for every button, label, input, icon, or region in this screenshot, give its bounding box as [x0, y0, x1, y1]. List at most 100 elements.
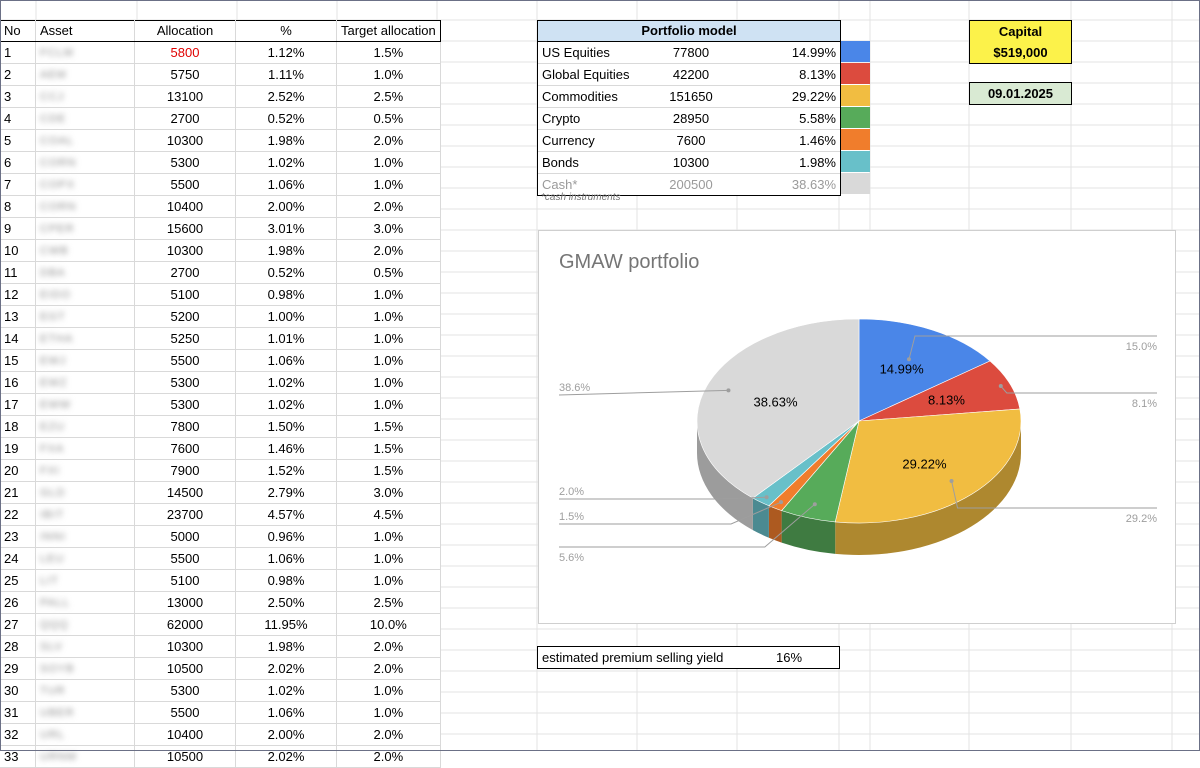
asset-allocation[interactable]: 5250 — [134, 327, 236, 350]
asset-no[interactable]: 5 — [0, 129, 36, 152]
asset-no[interactable]: 21 — [0, 481, 36, 504]
header-no[interactable]: No — [0, 20, 36, 42]
asset-no[interactable]: 29 — [0, 657, 36, 680]
asset-target[interactable]: 2.5% — [336, 85, 441, 108]
asset-no[interactable]: 30 — [0, 679, 36, 702]
yield-label[interactable]: estimated premium selling yield — [542, 650, 724, 665]
asset-allocation[interactable]: 15600 — [134, 217, 236, 240]
asset-percent[interactable]: 1.98% — [235, 129, 337, 152]
asset-name[interactable]: GLD — [35, 481, 135, 504]
asset-no[interactable]: 2 — [0, 63, 36, 86]
asset-no[interactable]: 7 — [0, 173, 36, 196]
asset-target[interactable]: 10.0% — [336, 613, 441, 636]
asset-no[interactable]: 8 — [0, 195, 36, 218]
date-cell[interactable]: 09.01.2025 — [969, 82, 1072, 105]
portfolio-amount[interactable]: 200500 — [669, 177, 713, 192]
asset-name[interactable]: FXI — [35, 459, 135, 482]
asset-target[interactable]: 1.5% — [336, 415, 441, 438]
category-color-swatch[interactable] — [841, 173, 870, 194]
asset-no[interactable]: 22 — [0, 503, 36, 526]
asset-percent[interactable]: 0.98% — [235, 283, 337, 306]
asset-name[interactable]: FXA — [35, 437, 135, 460]
asset-allocation[interactable]: 7600 — [134, 437, 236, 460]
asset-name[interactable]: DBA — [35, 261, 135, 284]
asset-percent[interactable]: 0.98% — [235, 569, 337, 592]
pie-chart[interactable]: GMAW portfolio 14.99% 8.13% 29.22% 38.63% 15… — [538, 230, 1176, 624]
portfolio-percent[interactable]: 14.99% — [791, 45, 836, 60]
asset-no[interactable]: 31 — [0, 701, 36, 724]
asset-name[interactable]: QQQ — [35, 613, 135, 636]
asset-target[interactable]: 1.0% — [336, 63, 441, 86]
asset-no[interactable]: 6 — [0, 151, 36, 174]
header-target-allocation[interactable]: Target allocation — [336, 20, 441, 42]
yield-value[interactable]: 16% — [776, 650, 803, 665]
asset-allocation[interactable]: 7800 — [134, 415, 236, 438]
asset-name[interactable]: CPER — [35, 217, 135, 240]
cash-footnote[interactable]: *cash instruments — [541, 192, 621, 203]
category-color-swatch[interactable] — [841, 151, 870, 172]
asset-allocation[interactable]: 10400 — [134, 195, 236, 218]
asset-target[interactable]: 1.0% — [336, 569, 441, 592]
asset-allocation[interactable]: 23700 — [134, 503, 236, 526]
asset-name[interactable]: LIT — [35, 569, 135, 592]
asset-no[interactable]: 14 — [0, 327, 36, 350]
asset-allocation[interactable]: 5750 — [134, 63, 236, 86]
asset-percent[interactable]: 2.50% — [235, 591, 337, 614]
asset-no[interactable]: 25 — [0, 569, 36, 592]
asset-target[interactable]: 0.5% — [336, 107, 441, 130]
asset-target[interactable]: 2.0% — [336, 657, 441, 680]
asset-name[interactable]: EWW — [35, 393, 135, 416]
asset-allocation[interactable]: 5300 — [134, 151, 236, 174]
asset-percent[interactable]: 0.52% — [235, 261, 337, 284]
asset-name[interactable]: CDE — [35, 107, 135, 130]
portfolio-category[interactable]: Cash* — [542, 177, 578, 192]
asset-allocation[interactable]: 5800 — [134, 41, 236, 64]
asset-target[interactable]: 1.0% — [336, 327, 441, 350]
portfolio-model-title[interactable]: Portfolio model — [538, 21, 840, 42]
asset-percent[interactable]: 1.02% — [235, 679, 337, 702]
asset-no[interactable]: 24 — [0, 547, 36, 570]
category-color-swatch[interactable] — [841, 107, 870, 128]
asset-allocation[interactable]: 5000 — [134, 525, 236, 548]
asset-name[interactable]: LEU — [35, 547, 135, 570]
asset-percent[interactable]: 1.11% — [235, 63, 337, 86]
asset-name[interactable]: ETHA — [35, 327, 135, 350]
asset-percent[interactable]: 0.96% — [235, 525, 337, 548]
asset-allocation[interactable]: 2700 — [134, 107, 236, 130]
asset-target[interactable]: 2.5% — [336, 591, 441, 614]
asset-percent[interactable]: 1.06% — [235, 349, 337, 372]
asset-percent[interactable]: 4.57% — [235, 503, 337, 526]
category-color-swatch[interactable] — [841, 85, 870, 106]
asset-name[interactable]: URNM — [35, 745, 135, 768]
asset-percent[interactable]: 1.06% — [235, 701, 337, 724]
asset-name[interactable]: COPX — [35, 173, 135, 196]
asset-percent[interactable]: 2.00% — [235, 195, 337, 218]
asset-target[interactable]: 1.0% — [336, 349, 441, 372]
asset-name[interactable]: IBIT — [35, 503, 135, 526]
asset-name[interactable]: UBER — [35, 701, 135, 724]
asset-no[interactable]: 27 — [0, 613, 36, 636]
asset-percent[interactable]: 1.02% — [235, 393, 337, 416]
asset-name[interactable]: EZU — [35, 415, 135, 438]
asset-target[interactable]: 1.0% — [336, 701, 441, 724]
asset-name[interactable]: SOYB — [35, 657, 135, 680]
asset-allocation[interactable]: 10300 — [134, 129, 236, 152]
asset-name[interactable]: SLV — [35, 635, 135, 658]
asset-name[interactable]: PALL — [35, 591, 135, 614]
asset-no[interactable]: 3 — [0, 85, 36, 108]
category-color-swatch[interactable] — [841, 41, 870, 62]
asset-no[interactable]: 9 — [0, 217, 36, 240]
asset-percent[interactable]: 0.52% — [235, 107, 337, 130]
asset-allocation[interactable]: 5500 — [134, 349, 236, 372]
asset-allocation[interactable]: 10300 — [134, 635, 236, 658]
portfolio-amount[interactable]: 42200 — [672, 67, 710, 82]
portfolio-amount[interactable]: 28950 — [672, 111, 710, 126]
portfolio-category[interactable]: Currency — [542, 133, 595, 148]
asset-no[interactable]: 32 — [0, 723, 36, 746]
asset-target[interactable]: 1.0% — [336, 371, 441, 394]
asset-allocation[interactable]: 5300 — [134, 393, 236, 416]
portfolio-category[interactable]: Crypto — [542, 111, 581, 126]
portfolio-category[interactable]: US Equities — [542, 45, 610, 60]
asset-allocation[interactable]: 14500 — [134, 481, 236, 504]
asset-no[interactable]: 10 — [0, 239, 36, 262]
